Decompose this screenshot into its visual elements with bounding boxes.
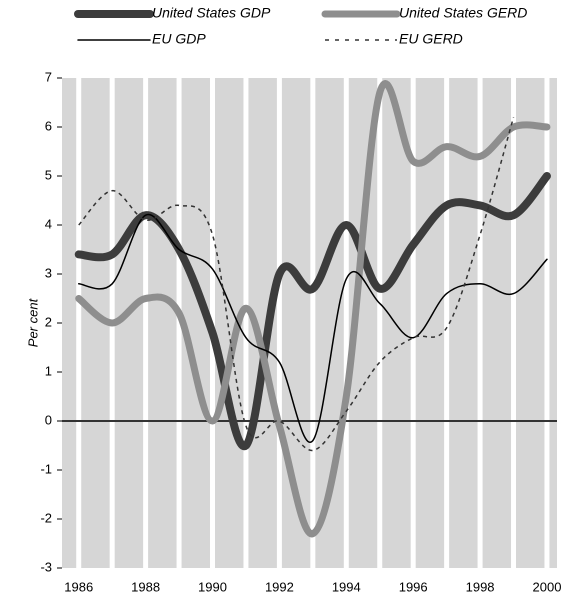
y-tick-label: 3 xyxy=(45,265,52,280)
legend-label: United States GERD xyxy=(399,5,527,21)
legend-label: EU GERD xyxy=(399,31,463,47)
series-line xyxy=(78,116,515,452)
y-tick-label: -3 xyxy=(40,559,52,574)
y-tick-label: 6 xyxy=(45,118,52,133)
y-tick-label: 0 xyxy=(45,412,52,427)
x-tick-label: 1990 xyxy=(198,579,227,594)
legend-label: United States GDP xyxy=(152,5,271,21)
y-tick-label: 7 xyxy=(45,69,52,84)
y-axis-label: Per cent xyxy=(25,297,40,347)
series-line xyxy=(75,80,551,538)
y-tick-label: 1 xyxy=(45,363,52,378)
series-line xyxy=(74,172,551,450)
y-tick-label: -1 xyxy=(40,461,52,476)
x-tick-label: 1988 xyxy=(131,579,160,594)
x-tick-label: 1992 xyxy=(265,579,294,594)
y-tick-label: 5 xyxy=(45,167,52,182)
x-tick-label: 1994 xyxy=(332,579,361,594)
x-tick-label: 2000 xyxy=(533,579,562,594)
y-tick-label: 2 xyxy=(45,314,52,329)
legend-label: EU GDP xyxy=(152,31,206,47)
x-tick-label: 1998 xyxy=(466,579,495,594)
y-tick-label: 4 xyxy=(45,216,52,231)
x-tick-label: 1996 xyxy=(399,579,428,594)
y-tick-label: -2 xyxy=(40,510,52,525)
x-tick-label: 1986 xyxy=(64,579,93,594)
